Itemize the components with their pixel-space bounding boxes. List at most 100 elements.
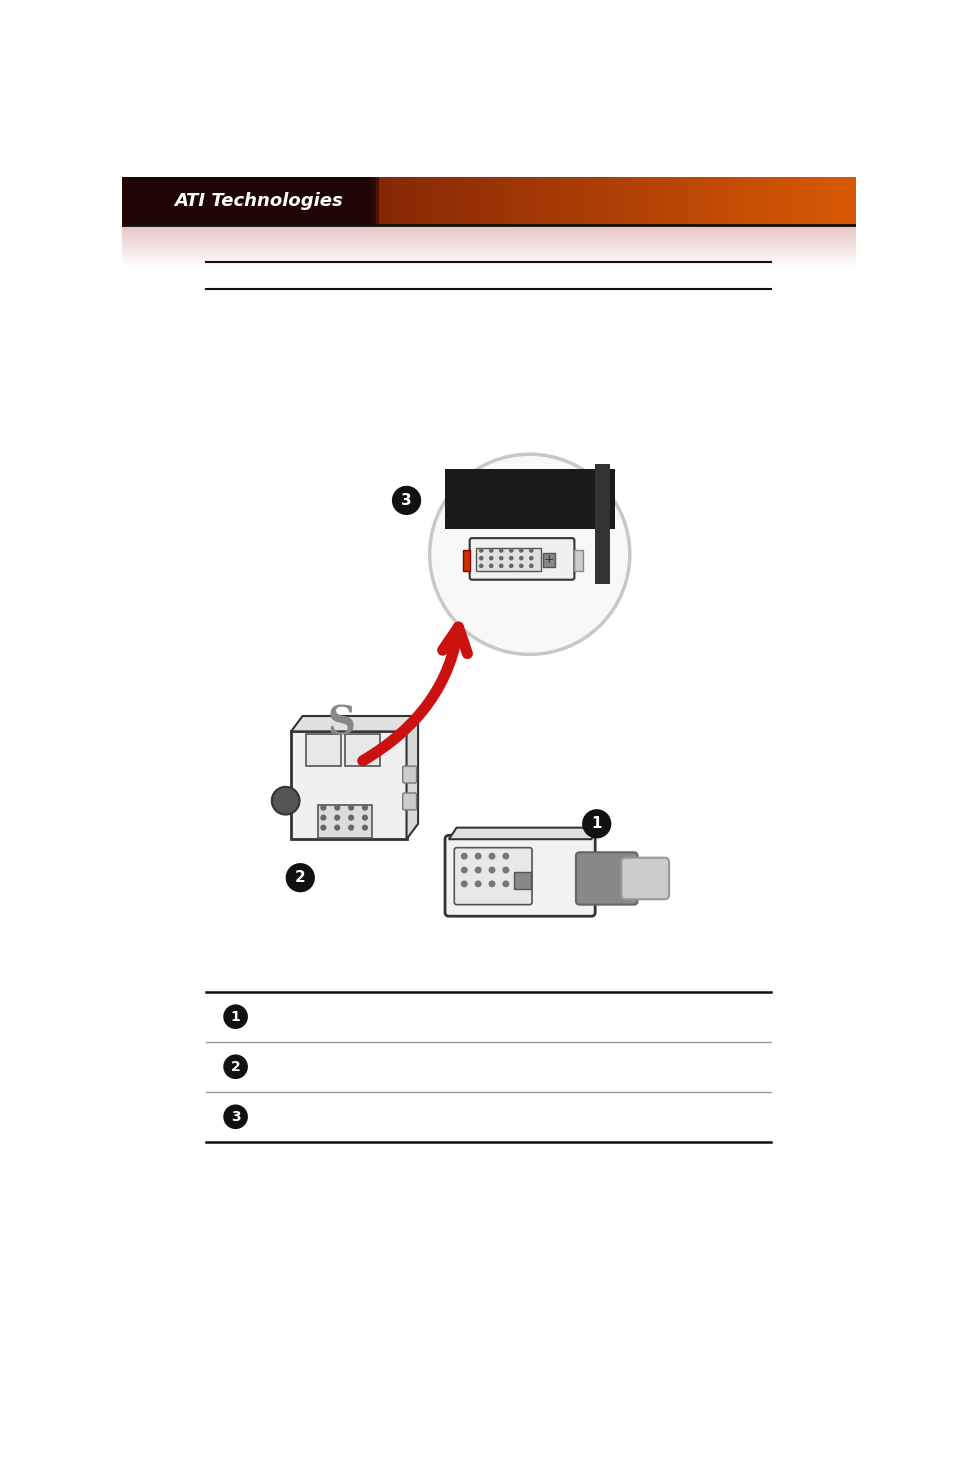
Text: +: + — [543, 553, 554, 566]
FancyBboxPatch shape — [454, 848, 532, 904]
Bar — [608, 177, 612, 224]
Bar — [193, 177, 195, 224]
Bar — [310, 177, 314, 224]
Bar — [274, 177, 276, 224]
Bar — [122, 177, 330, 224]
Bar — [664, 177, 668, 224]
Bar — [775, 177, 778, 224]
Bar — [464, 177, 467, 224]
Bar — [183, 177, 186, 224]
Bar — [814, 177, 817, 224]
Bar — [122, 177, 337, 224]
Bar — [202, 177, 206, 224]
Bar — [122, 177, 294, 224]
Bar — [476, 549, 540, 571]
Bar — [620, 177, 623, 224]
Circle shape — [475, 853, 481, 860]
Bar — [569, 177, 573, 224]
Bar — [723, 177, 726, 224]
Bar — [122, 177, 324, 224]
Bar — [811, 177, 815, 224]
Bar — [122, 177, 214, 224]
Bar — [606, 177, 609, 224]
Bar — [381, 177, 384, 224]
Bar — [171, 177, 173, 224]
Bar — [513, 177, 517, 224]
Bar — [317, 805, 372, 838]
Bar — [728, 177, 731, 224]
Bar — [686, 177, 690, 224]
Bar — [750, 177, 754, 224]
Circle shape — [361, 804, 368, 811]
Bar — [122, 177, 332, 224]
Bar — [122, 177, 298, 224]
Text: ATI Technologies: ATI Technologies — [173, 192, 342, 209]
Bar — [141, 177, 144, 224]
Bar — [212, 177, 215, 224]
Bar — [794, 177, 798, 224]
Bar — [122, 177, 275, 224]
Bar — [314, 177, 318, 224]
Bar — [122, 177, 374, 224]
Bar — [848, 177, 851, 224]
Bar — [158, 177, 161, 224]
Bar — [694, 177, 697, 224]
Bar — [122, 177, 371, 224]
Bar — [491, 177, 494, 224]
Bar — [122, 177, 191, 224]
Bar — [539, 177, 543, 224]
Bar — [420, 177, 423, 224]
Bar — [703, 177, 707, 224]
Bar — [581, 177, 584, 224]
Circle shape — [502, 866, 509, 873]
Bar — [684, 177, 687, 224]
Bar — [122, 177, 263, 224]
Bar — [395, 177, 398, 224]
Bar — [122, 177, 189, 224]
Bar — [760, 177, 763, 224]
Bar — [283, 177, 286, 224]
Circle shape — [518, 563, 523, 568]
Bar — [476, 177, 479, 224]
Bar — [349, 177, 353, 224]
Bar — [841, 177, 843, 224]
FancyBboxPatch shape — [469, 538, 574, 580]
Bar — [466, 177, 470, 224]
Bar — [542, 553, 555, 566]
Bar — [122, 177, 360, 224]
Bar — [122, 177, 130, 224]
Bar — [701, 177, 704, 224]
Circle shape — [478, 549, 483, 553]
Bar — [122, 177, 216, 224]
Bar — [679, 177, 682, 224]
Bar — [291, 177, 294, 224]
Bar — [767, 177, 770, 224]
Bar — [456, 177, 460, 224]
Bar — [427, 177, 431, 224]
Bar — [753, 177, 756, 224]
Bar — [217, 177, 220, 224]
Bar — [636, 177, 639, 224]
Bar — [740, 177, 743, 224]
Circle shape — [508, 556, 513, 560]
Bar — [630, 177, 634, 224]
Bar — [545, 177, 548, 224]
Bar — [122, 177, 248, 224]
Bar — [809, 177, 812, 224]
Bar — [347, 177, 350, 224]
Bar — [525, 177, 528, 224]
Circle shape — [272, 786, 299, 814]
Bar — [122, 177, 250, 224]
Bar — [122, 177, 157, 224]
Bar — [709, 177, 712, 224]
Bar — [336, 177, 340, 224]
Circle shape — [320, 825, 326, 830]
Bar — [577, 177, 579, 224]
Bar — [488, 177, 492, 224]
Bar — [508, 177, 511, 224]
Bar — [317, 177, 320, 224]
Bar — [503, 177, 506, 224]
Bar — [122, 177, 227, 224]
Bar — [711, 177, 714, 224]
Bar — [344, 177, 347, 224]
